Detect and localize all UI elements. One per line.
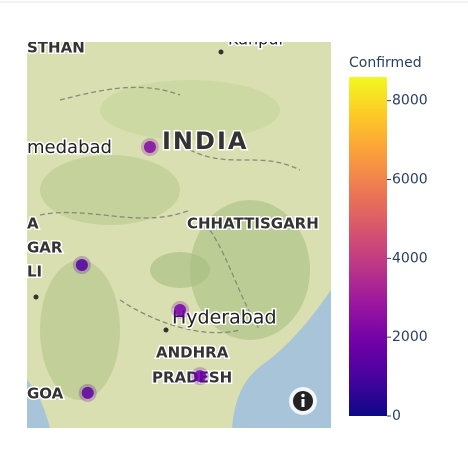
colorbar-tick-label: 0 xyxy=(392,408,401,424)
colorbar-title: Confirmed xyxy=(349,55,422,71)
terrain xyxy=(190,200,310,340)
map[interactable]: STHAN Kanpur medabad INDIA CHHATTISGARH … xyxy=(27,30,331,429)
city-dot xyxy=(33,294,39,300)
colorbar-tick-label: 2000 xyxy=(392,329,428,345)
map-label: GOA xyxy=(27,385,64,403)
map-label: PRADESH xyxy=(152,369,232,387)
map-label: Hyderabad xyxy=(172,307,277,329)
map-label: A xyxy=(27,215,39,233)
map-label: GAR xyxy=(27,239,63,257)
terrain xyxy=(100,80,280,140)
map-label: Kanpur xyxy=(228,30,285,49)
colorbar-tick-label: 6000 xyxy=(392,171,428,187)
point xyxy=(194,370,207,383)
info-button[interactable] xyxy=(289,387,317,415)
terrain xyxy=(40,155,180,225)
point xyxy=(75,259,88,272)
map-label: medabad xyxy=(27,137,112,158)
point xyxy=(174,303,187,316)
map-label: INDIA xyxy=(162,127,248,155)
map-label: STHAN xyxy=(27,39,85,57)
map-label: LI xyxy=(27,263,42,281)
city-dot xyxy=(163,327,169,333)
map-label: ANDHRA xyxy=(156,344,229,362)
colorbar-tick-label: 4000 xyxy=(392,250,428,266)
colorbar-tick-label: 8000 xyxy=(392,93,428,109)
sea xyxy=(27,380,50,428)
city-dot xyxy=(218,49,224,55)
terrain xyxy=(40,260,120,400)
point xyxy=(143,140,156,153)
colorbar xyxy=(349,77,387,416)
point xyxy=(81,386,94,399)
terrain xyxy=(150,252,210,288)
borders xyxy=(39,86,301,334)
map-label: CHHATTISGARH xyxy=(187,215,319,233)
